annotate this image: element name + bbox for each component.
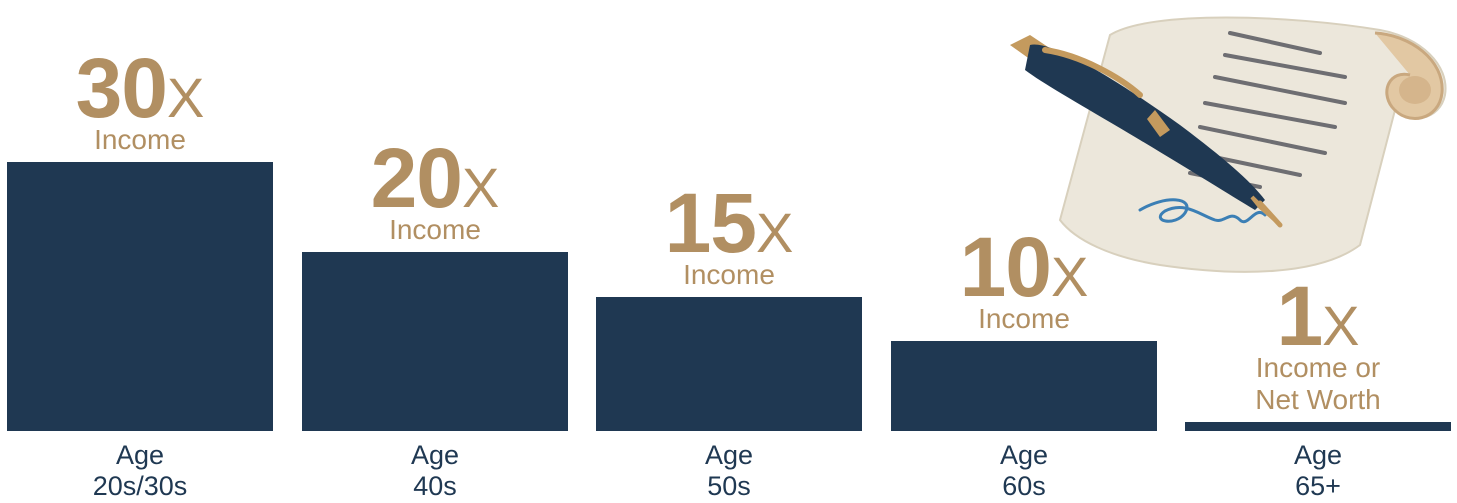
bar-value-label-2: 20X — [302, 136, 568, 220]
bar-caption-line: Income — [94, 124, 186, 155]
category-line-1: Age — [704, 440, 754, 470]
category-line-1: Age — [115, 440, 165, 470]
category-label-1: Age 20s/30s — [7, 440, 273, 502]
category-line-2: 60s — [1002, 471, 1046, 501]
category-line-1: Age — [1293, 440, 1343, 470]
category-label-3: Age 50s — [596, 440, 862, 502]
value-number: 10 — [959, 220, 1052, 314]
pen-signing-scroll-icon — [1010, 16, 1447, 273]
bar-caption-2: Income — [302, 214, 568, 246]
bar-value-label-3: 15X — [596, 181, 862, 265]
bar-value-label-4: 10X — [891, 225, 1157, 309]
value-suffix: X — [1051, 245, 1089, 308]
bar-caption-line: Income or — [1255, 352, 1381, 383]
category-label-2: Age 40s — [302, 440, 568, 502]
bar-value-label-1: 30X — [7, 46, 273, 130]
category-line-2: 50s — [707, 471, 751, 501]
category-line-1: Age — [410, 440, 460, 470]
value-number: 30 — [75, 41, 168, 135]
category-line-1: Age — [999, 440, 1049, 470]
bar-caption-5: Income or Net Worth — [1185, 352, 1451, 416]
bar-caption-1: Income — [7, 124, 273, 156]
bar-3 — [596, 297, 862, 431]
value-suffix: X — [167, 66, 205, 129]
bar-caption-4: Income — [891, 303, 1157, 335]
category-line-2: 20s/30s — [92, 471, 188, 501]
bar-caption-line: Income — [683, 259, 775, 290]
bar-caption-3: Income — [596, 259, 862, 291]
bar-value-label-5: 1X — [1185, 274, 1451, 358]
category-line-2: 40s — [413, 471, 457, 501]
category-label-5: Age 65+ — [1185, 440, 1451, 502]
value-number: 15 — [664, 176, 757, 270]
value-suffix: X — [1322, 294, 1360, 357]
bar-caption-line: Income — [389, 214, 481, 245]
bar-caption-line: Net Worth — [1255, 384, 1381, 415]
bar-2 — [302, 252, 568, 431]
value-suffix: X — [462, 156, 500, 219]
bar-4 — [891, 341, 1157, 431]
category-line-2: 65+ — [1295, 471, 1341, 501]
bar-caption-line: Income — [978, 303, 1070, 334]
value-suffix: X — [756, 201, 794, 264]
bar-1 — [7, 162, 273, 431]
value-number: 1 — [1276, 269, 1323, 363]
value-number: 20 — [370, 131, 463, 225]
bar-5 — [1185, 422, 1451, 431]
category-label-4: Age 60s — [891, 440, 1157, 502]
